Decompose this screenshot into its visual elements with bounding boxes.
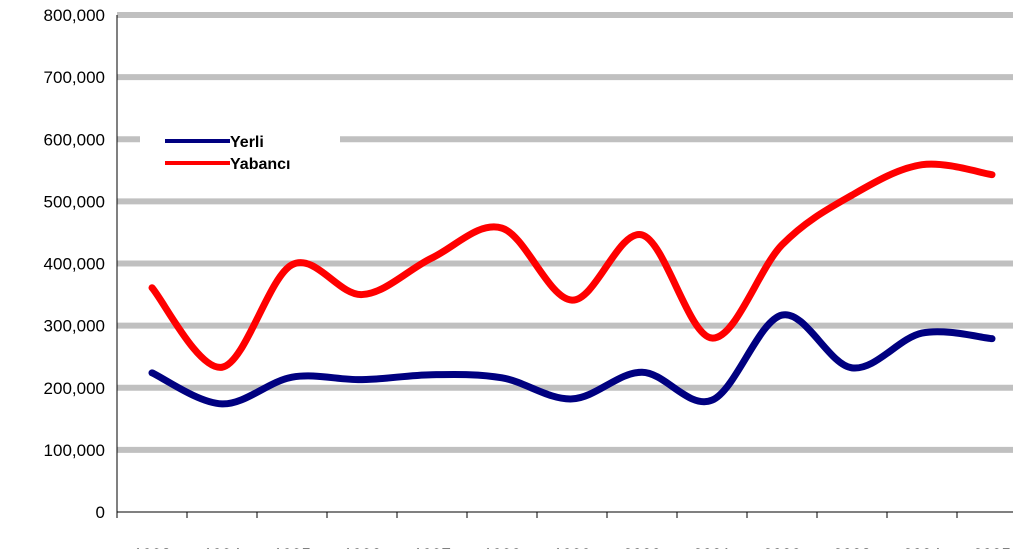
y-tick-label: 400,000 xyxy=(44,255,105,274)
y-tick-label: 700,000 xyxy=(44,68,105,87)
x-tick-label: 1998 xyxy=(483,545,521,549)
y-tick-label: 500,000 xyxy=(44,192,105,211)
y-tick-label: 100,000 xyxy=(44,441,105,460)
y-tick-label: 600,000 xyxy=(44,130,105,149)
x-tick-label: 1995 xyxy=(273,545,311,549)
x-tick-label: 2004 xyxy=(903,545,941,549)
x-tick-label: 2000 xyxy=(623,545,661,549)
x-tick-label: 2002 xyxy=(763,545,801,549)
x-tick-label: 2005 xyxy=(973,545,1011,549)
x-tick-label: 1997 xyxy=(413,545,451,549)
x-tick-label: 1993 xyxy=(133,545,171,549)
y-tick-label: 300,000 xyxy=(44,317,105,336)
legend-label: Yabancı xyxy=(230,156,290,173)
y-tick-label: 0 xyxy=(96,503,105,522)
y-tick-label: 800,000 xyxy=(44,6,105,25)
y-tick-label: 200,000 xyxy=(44,379,105,398)
line-series xyxy=(148,160,996,371)
x-tick-label: 1994 xyxy=(203,545,241,549)
legend-box xyxy=(140,124,340,176)
line-series xyxy=(148,311,996,408)
legend-label: Yerli xyxy=(230,134,264,151)
x-tick-label: 1999 xyxy=(553,545,591,549)
x-tick-label: 2001 xyxy=(693,545,731,549)
x-tick-label: 2003 xyxy=(833,545,871,549)
x-tick-label: 1996 xyxy=(343,545,381,549)
